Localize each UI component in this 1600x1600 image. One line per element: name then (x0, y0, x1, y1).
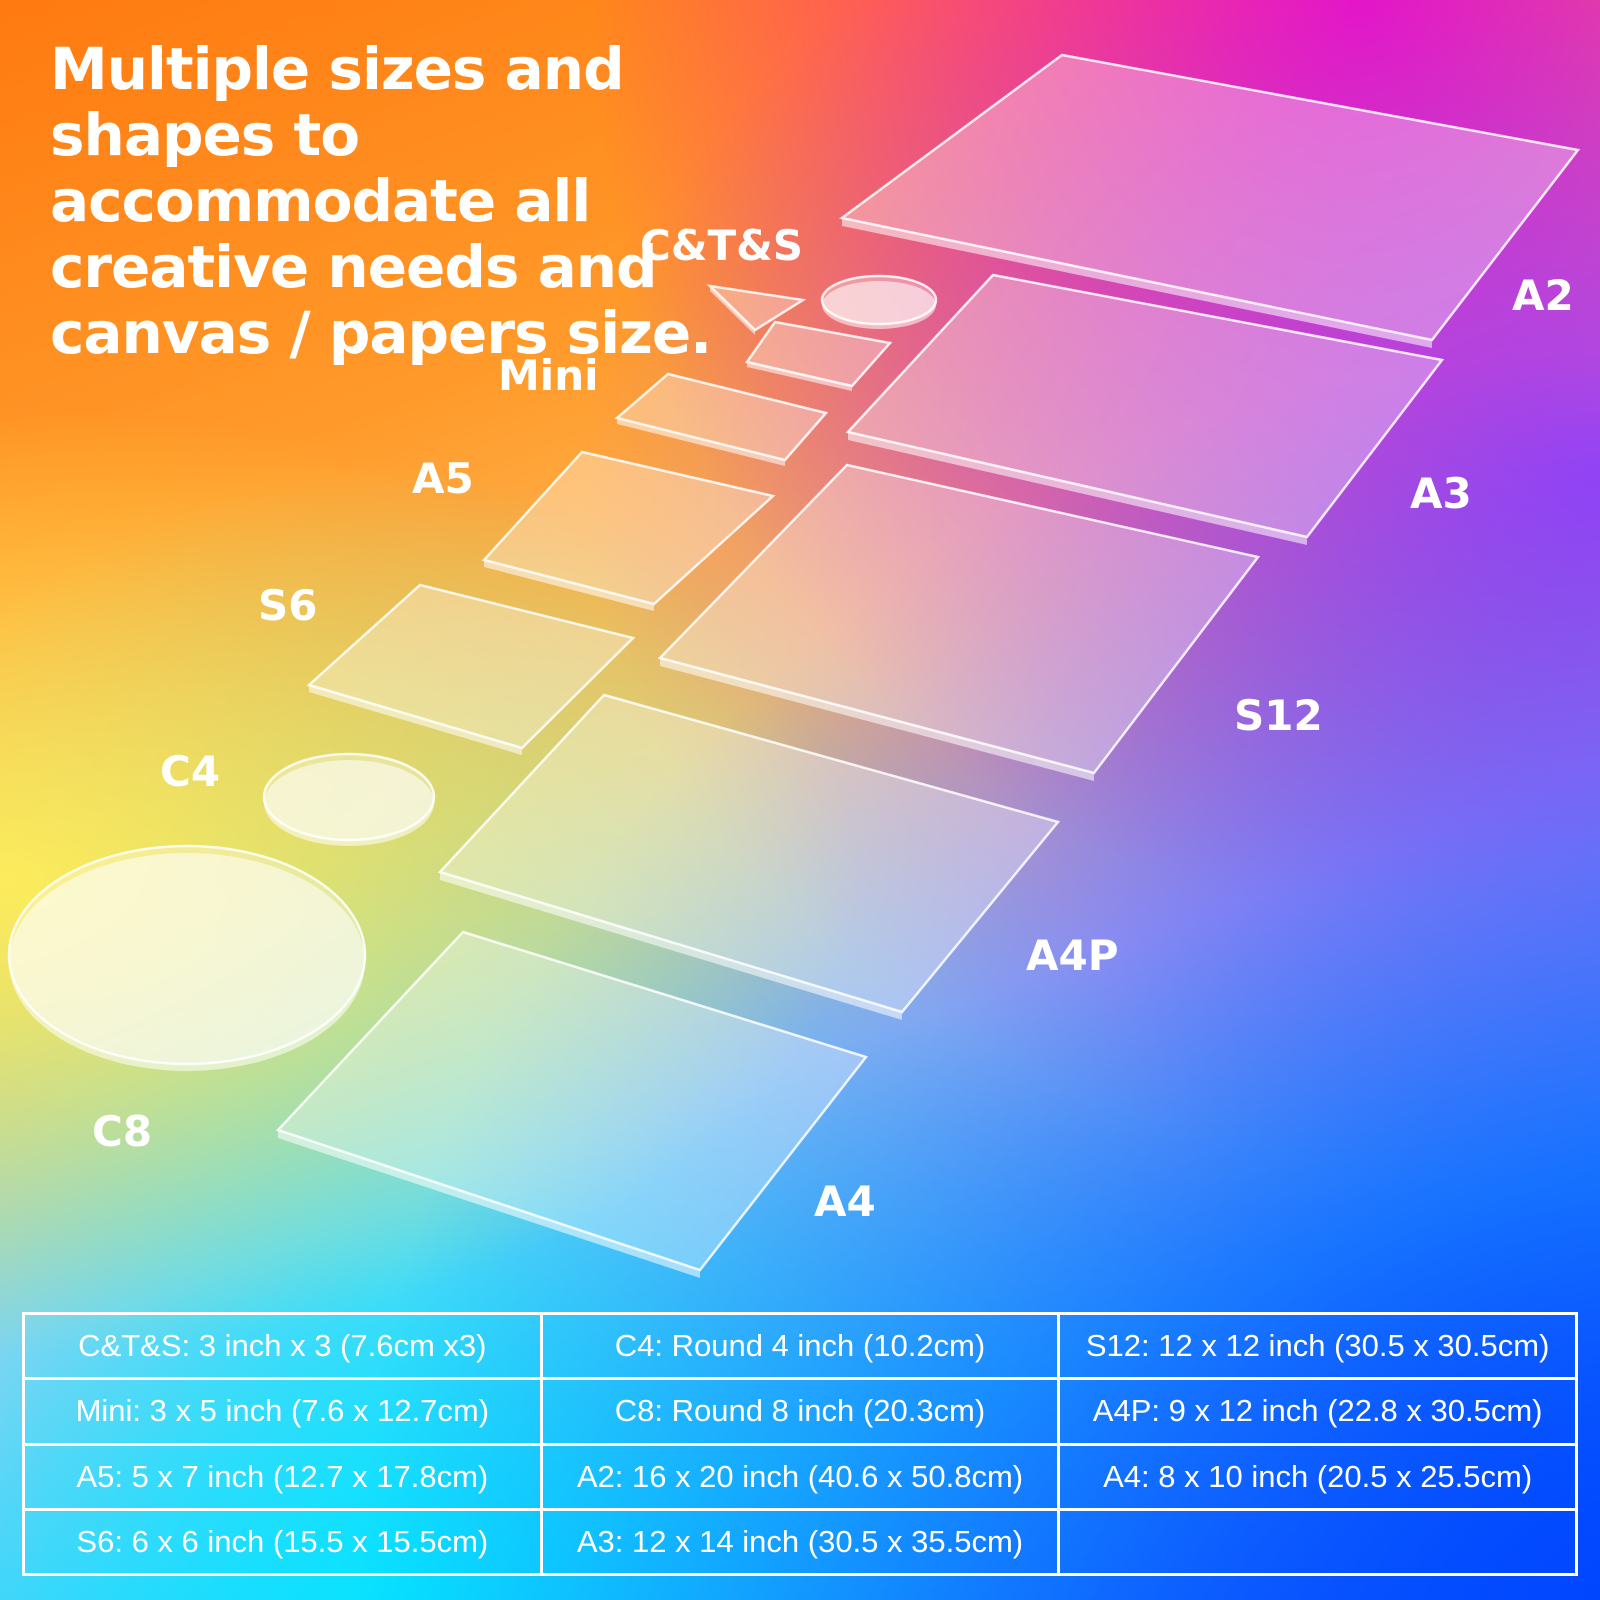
label-c4: C4 (160, 747, 221, 796)
plate-a5 (481, 450, 776, 611)
table-cell: S6: 6 x 6 inch (15.5 x 15.5cm) (22, 1507, 543, 1577)
plate-a3 (845, 273, 1445, 545)
table-cell (1057, 1507, 1578, 1577)
table-row: S6: 6 x 6 inch (15.5 x 15.5cm) A3: 12 x … (22, 1507, 1578, 1577)
label-s12: S12 (1234, 691, 1323, 740)
label-a3: A3 (1410, 469, 1472, 518)
table-cell: C8: Round 8 inch (20.3cm) (539, 1377, 1061, 1446)
table-row: A5: 5 x 7 inch (12.7 x 17.8cm) A2: 16 x … (22, 1442, 1578, 1511)
plate-a2 (839, 53, 1581, 348)
table-row: Mini: 3 x 5 inch (7.6 x 12.7cm) C8: Roun… (22, 1377, 1578, 1446)
headline: Multiple sizes and shapes to accommodate… (50, 35, 712, 367)
plate-s12 (657, 463, 1261, 781)
label-c8: C8 (92, 1107, 153, 1156)
table-cell: S12: 12 x 12 inch (30.5 x 30.5cm) (1057, 1311, 1578, 1381)
plate-c8 (7, 844, 367, 1071)
label-a4p: A4P (1026, 931, 1119, 980)
table-cell: A2: 16 x 20 inch (40.6 x 50.8cm) (539, 1442, 1061, 1511)
plate-s6 (306, 583, 636, 755)
plate-cts-triangle (706, 284, 807, 335)
label-mini: Mini (498, 351, 599, 400)
plate-c4 (262, 752, 436, 846)
plate-cts-square (744, 320, 893, 391)
size-table: C&T&S: 3 inch x 3 (7.6cm x3) C4: Round 4… (22, 1311, 1578, 1577)
table-cell: Mini: 3 x 5 inch (7.6 x 12.7cm) (22, 1377, 543, 1446)
table-cell: A4P: 9 x 12 inch (22.8 x 30.5cm) (1057, 1377, 1578, 1446)
plate-cts-circle (820, 274, 938, 329)
plate-a4p (437, 693, 1061, 1020)
table-row: C&T&S: 3 inch x 3 (7.6cm x3) C4: Round 4… (22, 1311, 1578, 1381)
label-s6: S6 (258, 581, 318, 630)
label-a4: A4 (814, 1177, 876, 1226)
acrylic-plates-illustration (0, 0, 1600, 1300)
table-cell: C&T&S: 3 inch x 3 (7.6cm x3) (22, 1311, 543, 1381)
table-cell: A3: 12 x 14 inch (30.5 x 35.5cm) (539, 1507, 1061, 1577)
table-cell: A5: 5 x 7 inch (12.7 x 17.8cm) (22, 1442, 543, 1511)
table-cell: C4: Round 4 inch (10.2cm) (539, 1311, 1061, 1381)
plate-mini (614, 372, 829, 466)
label-a2: A2 (1512, 271, 1574, 320)
table-cell: A4: 8 x 10 inch (20.5 x 25.5cm) (1057, 1442, 1578, 1511)
label-a5: A5 (412, 454, 474, 503)
plate-a4 (275, 930, 869, 1278)
label-cts: C&T&S (640, 221, 803, 270)
